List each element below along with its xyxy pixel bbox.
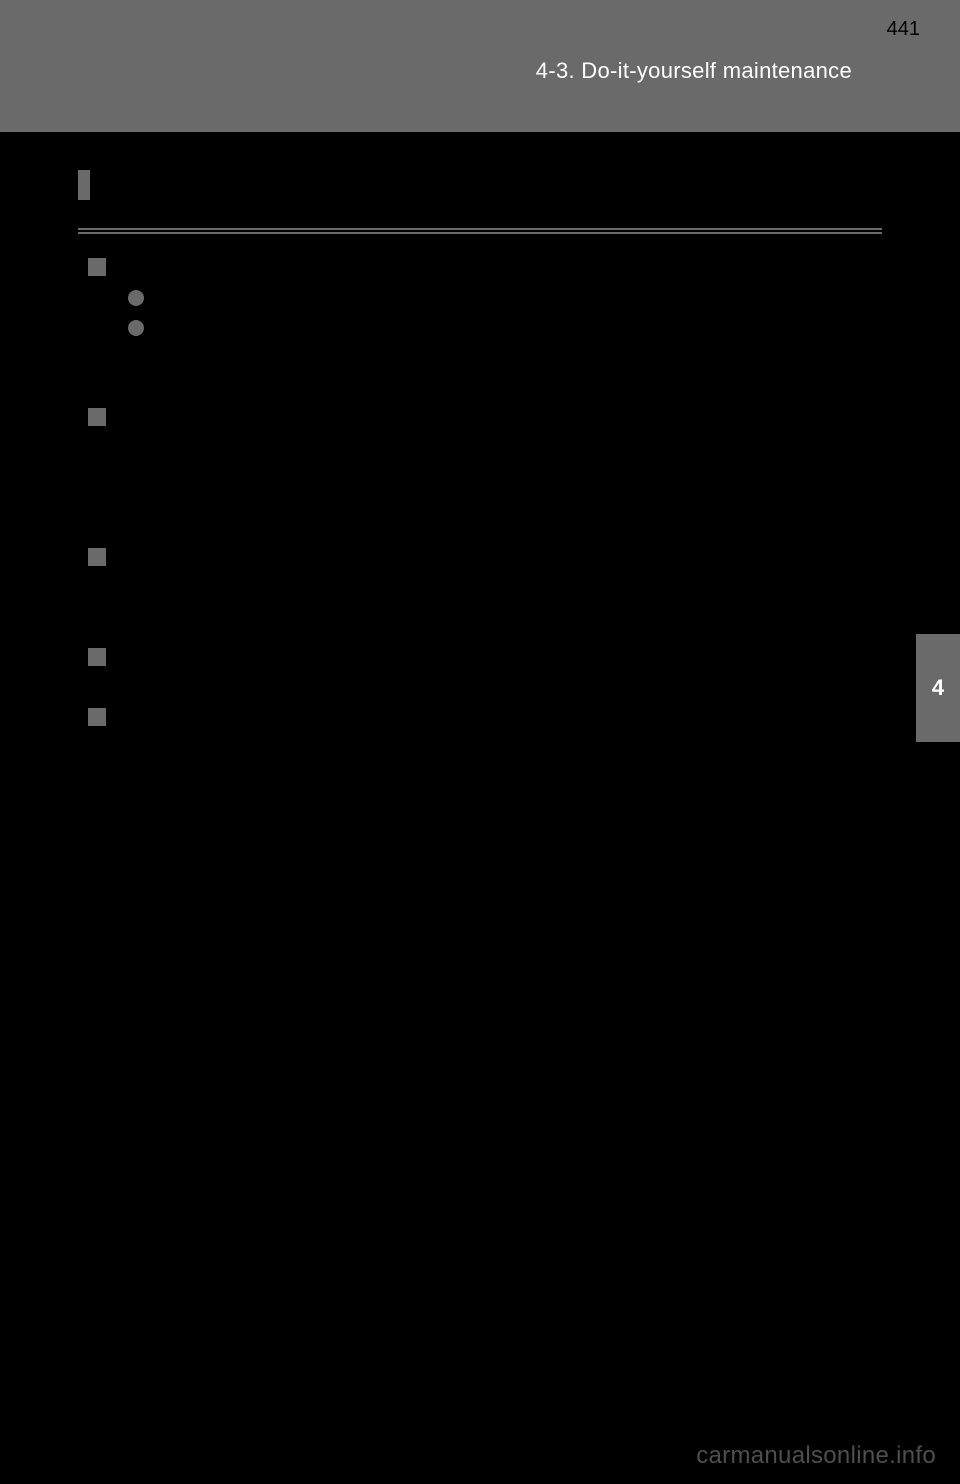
section-item [88,406,882,426]
square-bullet-icon [88,408,106,426]
list-item [128,316,882,336]
page-number: 441 [887,18,920,41]
dot-bullet-icon [128,320,144,336]
watermark-text: carmanualsonline.info [696,1442,936,1470]
square-bullet-icon [88,708,106,726]
section-item [88,256,882,336]
square-bullet-icon [88,648,106,666]
intro-marker-icon [78,170,90,200]
square-bullet-icon [88,548,106,566]
list-item [128,286,882,306]
dot-bullet-icon [128,290,144,306]
square-bullet-icon [88,258,106,276]
section-item [88,546,882,566]
section-label: 4-3. Do-it-yourself maintenance [536,58,852,84]
chapter-side-tab: 4 [916,634,960,742]
section-item [88,706,882,726]
page-content [78,150,882,726]
intro-block [78,170,882,200]
section-item [88,646,882,666]
divider-double-rule [78,228,882,234]
chapter-number: 4 [932,675,944,701]
header-band: 441 4-3. Do-it-yourself maintenance [0,0,960,132]
